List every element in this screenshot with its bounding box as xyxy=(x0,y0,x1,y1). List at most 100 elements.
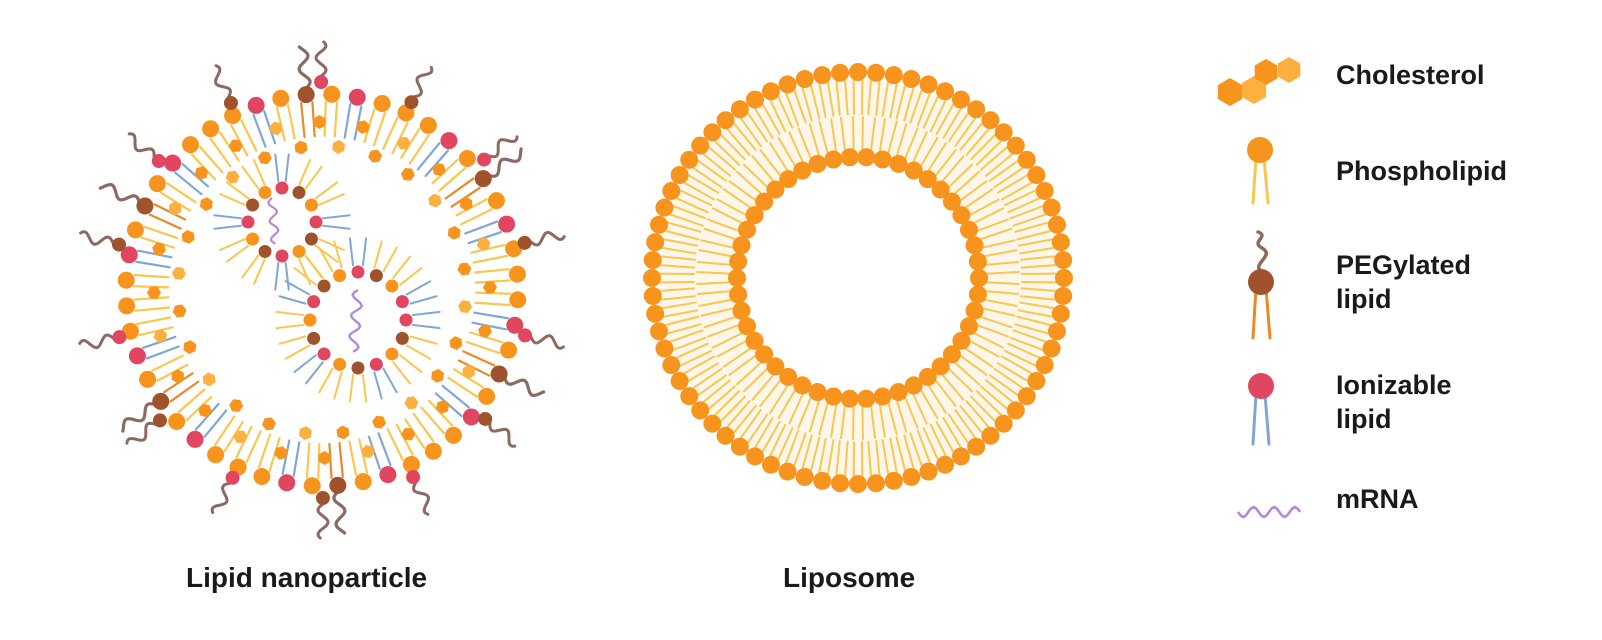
liposome-outer-head xyxy=(643,251,662,270)
lnp-phospholipid-head xyxy=(508,265,526,283)
liposome-inner-head xyxy=(959,220,978,239)
liposome-outer-head xyxy=(831,63,850,82)
lnp-peg-chain xyxy=(125,421,157,445)
liposome-outer-head xyxy=(746,90,764,109)
liposome-inner-head xyxy=(889,154,908,173)
lnp-cholesterol xyxy=(361,444,375,459)
liposome-inner-head xyxy=(840,389,859,408)
lnp-cholesterol xyxy=(401,428,416,441)
liposome-inner-head xyxy=(873,387,892,406)
micelle-head xyxy=(333,269,347,283)
liposome-inner-head xyxy=(732,236,751,255)
lnp-cholesterol xyxy=(262,417,276,431)
liposome-outer-head xyxy=(994,414,1013,433)
lnp-cholesterol xyxy=(181,230,195,244)
legend-label-cholesterol: Cholesterol xyxy=(1336,60,1485,90)
lnp-peg-chain xyxy=(529,334,565,350)
lnp-ionizable-head xyxy=(164,154,182,172)
lnp-cholesterol xyxy=(356,120,370,134)
liposome-outer-head xyxy=(670,166,689,184)
lnp-mrna xyxy=(267,197,280,245)
liposome-inner-head xyxy=(745,206,764,225)
lnp-peg-head xyxy=(490,365,508,383)
liposome-outer-head xyxy=(703,123,722,142)
lnp-phospholipid-head xyxy=(202,120,220,138)
lnp-peg-chain xyxy=(314,40,328,78)
lnp-phospholipid-head xyxy=(117,271,135,289)
liposome-inner-head xyxy=(952,331,971,350)
liposome-inner-head xyxy=(755,192,774,211)
liposome-outer-head xyxy=(849,475,867,493)
liposome-outer-head xyxy=(730,100,749,119)
lnp-cholesterol xyxy=(332,140,345,154)
legend xyxy=(1217,57,1302,519)
lnp-peg-chain xyxy=(332,489,347,535)
liposome-inner-head xyxy=(824,150,843,169)
lnp-phospholipid-head xyxy=(478,387,496,405)
micelle-head xyxy=(333,357,347,371)
lnp-phospholipid-head xyxy=(148,175,166,193)
liposome-inner-head xyxy=(824,387,843,406)
liposome-inner-head xyxy=(918,170,937,189)
liposome-outer-head xyxy=(680,150,699,169)
liposome-outer-head xyxy=(691,136,710,155)
lnp-outer-head xyxy=(478,411,493,426)
micelle-head xyxy=(385,347,399,361)
liposome-outer-head xyxy=(680,387,699,406)
micelle-head xyxy=(275,249,289,263)
liposome-outer-head xyxy=(643,286,662,305)
lnp-outer-head xyxy=(152,413,167,428)
liposome-inner-head xyxy=(968,252,987,271)
lnp-ionizable-head xyxy=(247,96,265,114)
liposome-inner-head xyxy=(738,220,757,239)
liposome-outer-head xyxy=(703,414,722,433)
lnp-peg-chain xyxy=(412,480,431,516)
micelle-head xyxy=(395,295,409,309)
liposome-outer-head xyxy=(1017,387,1036,406)
liposome-inner-head xyxy=(942,192,961,211)
lnp-cholesterol xyxy=(202,372,216,387)
liposome-inner-head xyxy=(968,285,987,304)
liposome-inner-head xyxy=(840,148,859,167)
lnp-mrna xyxy=(347,288,364,353)
liposome-outer-head xyxy=(884,471,903,490)
liposome-inner-head xyxy=(857,389,876,408)
lnp-peg-head xyxy=(136,197,154,215)
liposome-outer-head xyxy=(994,123,1013,142)
liposome-inner-head xyxy=(873,150,892,169)
liposome-outer-head xyxy=(967,100,986,119)
liposome-outer-head xyxy=(662,181,681,200)
lnp-peg-chain xyxy=(213,64,232,100)
lnp-phospholipid-head xyxy=(402,455,420,473)
lnp-phospholipid-head xyxy=(487,192,505,210)
liposome-outer-head xyxy=(981,426,1000,445)
lnp-peg-chain xyxy=(486,147,523,178)
lnp-outer-head xyxy=(517,328,532,343)
liposome-outer-head xyxy=(1006,401,1025,420)
liposome-inner-head xyxy=(952,206,971,225)
lnp-cholesterol xyxy=(299,426,312,440)
pegylated-lipid-icon xyxy=(1248,230,1274,340)
micelle-head xyxy=(246,232,260,246)
liposome-core xyxy=(735,155,981,401)
lnp-outer-head xyxy=(406,470,421,485)
liposome-inner-head xyxy=(793,376,812,395)
micelle-head xyxy=(399,313,413,327)
lnp-ionizable-head xyxy=(128,347,146,365)
liposome-outer-head xyxy=(866,63,885,82)
lnp-phospholipid-head xyxy=(118,297,136,315)
liposome-outer-head xyxy=(1042,339,1061,358)
legend-label-phospholipid: Phospholipid xyxy=(1336,156,1507,186)
liposome-outer-head xyxy=(1027,372,1046,390)
lnp-peg-chain xyxy=(487,135,519,159)
micelle-head xyxy=(385,279,399,293)
liposome-inner-head xyxy=(965,236,984,255)
liposome xyxy=(643,63,1073,493)
lnp-ionizable-head xyxy=(348,88,366,106)
lnp-cholesterol xyxy=(483,281,497,294)
liposome-outer-head xyxy=(902,467,921,486)
mrna-icon xyxy=(1236,505,1302,519)
liposome-inner-head xyxy=(779,367,798,386)
lnp-cholesterol xyxy=(169,201,182,216)
lnp-cholesterol xyxy=(318,451,331,465)
